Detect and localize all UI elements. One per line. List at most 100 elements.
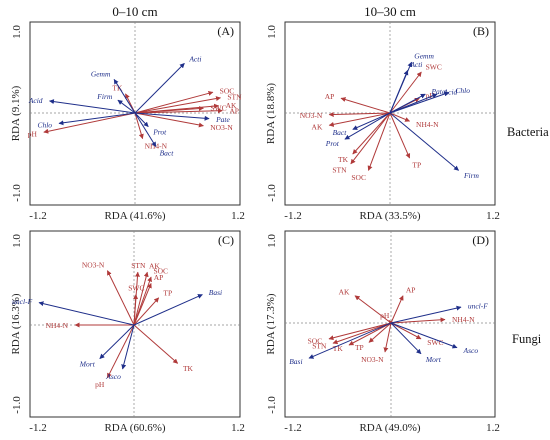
panel-b-species-arrow-chlo <box>389 91 450 114</box>
panel-b-y-axis-label: RDA (18.8%) <box>265 83 277 144</box>
panel-a-species-label-gemm: Gemm <box>91 69 111 78</box>
panel-d-env-label-tp: TP <box>355 343 364 352</box>
panel-b-env-arrow-nh4-n <box>389 112 411 122</box>
panel-a-species-arrow-acid <box>49 99 136 114</box>
panel-b-env-arrow-swc <box>389 71 422 114</box>
panel-a-x-tick-max: 1.2 <box>231 210 245 222</box>
panel-a-env-label-ph: pH <box>28 130 38 139</box>
panel-a-species-arrow-acti <box>134 63 185 114</box>
panel-b-x-tick-max: 1.2 <box>486 210 500 222</box>
panel-d-x-tick-max: 1.2 <box>486 422 500 434</box>
panel-a-env-arrow-no3-n <box>134 112 204 128</box>
panel-a-x-tick-min: -1.2 <box>29 210 46 222</box>
panel-b-x-axis-label: RDA (33.5%) <box>359 210 420 222</box>
panel-a-env-label-ak: AK <box>226 101 237 110</box>
panel-b-env-arrow-tk <box>352 112 391 155</box>
panel-a-env-label-swc: SWC <box>210 104 226 113</box>
panel-b-label: (B) <box>473 24 489 38</box>
panel-d-species-label-mort: Mort <box>425 355 442 364</box>
panel-d-x-tick-min: -1.2 <box>284 422 301 434</box>
panel-a-env-arrow-stn <box>134 96 221 114</box>
column-header-10-30cm: 10–30 cm <box>364 4 416 19</box>
panel-c-y-tick-max: 1.0 <box>11 234 23 248</box>
panel-a: -1.2 1.2 1.0 -1.0 RDA (41.6%) RDA (9.1%) (A) SO… <box>10 21 245 222</box>
panel-b-species-arrow-prot <box>344 112 391 140</box>
panel-d-frame <box>284 230 496 418</box>
panel-d-env-arrow-stn <box>332 322 392 345</box>
panel-c-env-label-tp: TP <box>163 289 172 298</box>
panel-d-env-arrow-soc <box>328 322 392 341</box>
panel-d-species-arrow-mort <box>390 322 422 355</box>
panel-d: -1.2 1.2 1.0 -1.0 RDA (49.0%) RDA (17.3%) (D) A… <box>265 230 500 434</box>
panel-c-frame <box>29 230 241 418</box>
panel-c: -1.2 1.2 1.0 -1.0 RDA (60.6%) RDA (16.3%) (C) N… <box>10 230 245 434</box>
panel-d-y-tick-min: -1.0 <box>266 396 278 414</box>
panel-b-species-label-bact: Bact <box>333 128 348 137</box>
panel-c-species-label-asco: Asco <box>105 372 121 381</box>
panel-d-x-axis-label: RDA (49.0%) <box>359 422 420 434</box>
panel-d-y-tick-max: 1.0 <box>266 234 278 248</box>
panel-c-species-arrow-mort <box>99 324 135 359</box>
panel-a-env-label-stn: STN <box>227 93 242 102</box>
panel-d-env-arrow-ak <box>354 295 392 324</box>
panel-c-env-label-stn: STN <box>131 261 146 270</box>
panel-b-env-label-no3-n: NO3-N <box>300 111 323 120</box>
panel-a-species-label-prot: Prot <box>152 128 167 137</box>
panel-b-env-arrow-ak <box>328 112 391 127</box>
panel-c-env-arrow-ak <box>133 271 149 326</box>
panel-a-species-arrow-pate <box>134 112 210 121</box>
panel-a-species-label-pate: Pate <box>215 115 230 124</box>
panel-a-env-label-soc: SOC <box>220 86 235 95</box>
panel-d-env-arrow-tp <box>368 322 392 343</box>
panel-c-species-label-basi: Basi <box>209 288 222 297</box>
panel-a-env-arrow-ap <box>134 108 223 114</box>
panel-d-env-label-no3-n: NO3-N <box>361 355 384 364</box>
panel-b-env-label-nh4-n: NH4-N <box>416 120 439 129</box>
panel-d-env-arrow-ph <box>388 319 394 326</box>
panel-b-species-arrow-acti <box>389 69 409 114</box>
panel-d-env-arrow-nh4-n <box>390 317 446 324</box>
panel-b-env-arrow-stn <box>350 112 391 165</box>
panel-b-species-arrow-pate <box>389 93 426 114</box>
column-header-0-10cm: 0–10 cm <box>112 4 157 19</box>
panel-b-species-label-pate: Pate <box>430 87 445 96</box>
panel-a-y-tick-max: 1.0 <box>11 25 23 39</box>
panel-a-env-arrow-soc <box>134 90 214 114</box>
panel-a-species-label-acti: Acti <box>188 54 201 63</box>
panel-c-label: (C) <box>218 233 234 247</box>
panel-b-species-arrow-firm <box>389 112 459 171</box>
row-label-fungi: Fungi <box>512 332 542 346</box>
panel-a-env-label-ap: AP <box>229 106 239 115</box>
panel-a-species-label-chlo: Chlo <box>37 120 52 129</box>
panel-a-y-axis-label: RDA (9.1%) <box>10 85 22 141</box>
panel-d-env-arrow-swc <box>390 322 422 340</box>
panel-a-species-arrow-bact <box>134 112 157 148</box>
panel-d-env-label-ap: AP <box>406 285 416 294</box>
panel-c-species-arrow-basi <box>133 294 203 326</box>
panel-c-species-arrow-uncl-f <box>38 301 135 326</box>
panel-b-species-label-prot: Prot <box>325 139 340 148</box>
panel-d-env-arrow-tk <box>348 322 392 346</box>
panel-d-env-arrow-no3-n <box>383 322 392 353</box>
panel-c-y-axis-label: RDA (16.3%) <box>10 293 22 354</box>
panel-c-x-tick-max: 1.2 <box>231 422 245 434</box>
panel-a-env-label-tk: TK <box>112 84 123 93</box>
panel-d-label: (D) <box>472 233 489 247</box>
panel-c-env-arrow-swc <box>133 294 139 326</box>
panel-b-env-label-soc: SOC <box>351 173 366 182</box>
panel-d-env-label-nh4-n: NH4-N <box>452 315 475 324</box>
panel-a-species-arrow-firm <box>117 99 136 114</box>
panel-d-env-label-ak: AK <box>339 287 350 296</box>
panel-a-species-arrow-gemm <box>113 78 136 114</box>
panel-c-env-arrow-ap <box>133 282 152 326</box>
panel-b-env-label-ak: AK <box>312 123 323 132</box>
panel-a-species-label-firm: Firm <box>96 92 113 101</box>
panel-a-species-label-bact: Bact <box>160 149 175 158</box>
panel-c-env-label-soc: SOC <box>153 266 168 275</box>
panel-c-env-label-no3-n: NO3-N <box>82 260 105 269</box>
panel-d-species-label-basi: Basi <box>289 357 302 366</box>
panel-d-env-label-ph: pH <box>380 311 390 320</box>
panel-b-env-label-stn: STN <box>332 165 347 174</box>
panel-c-env-arrow-tk <box>133 324 179 364</box>
